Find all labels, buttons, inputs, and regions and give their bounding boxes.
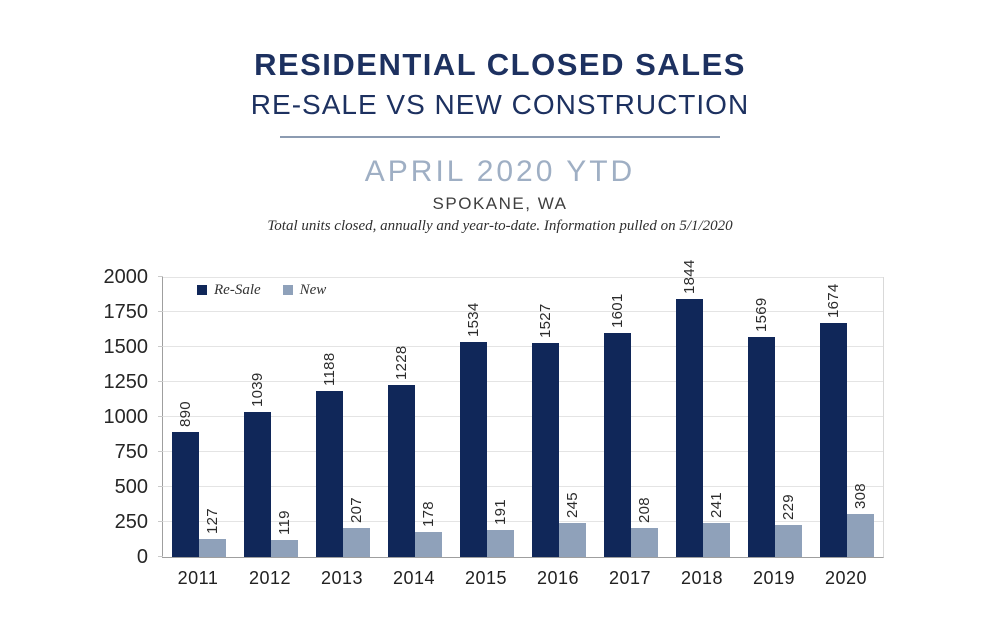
value-label-resale-2016: 1527 [536,303,554,339]
value-label-resale-2020: 1674 [824,283,842,318]
value-label-new-2013: 207 [347,497,365,524]
y-tick-750 [158,451,163,452]
title-divider [280,136,720,138]
bar-new-2011 [199,539,226,557]
value-label-resale-2012: 1039 [248,371,266,407]
page-subtitle: RE-SALE VS NEW CONSTRUCTION [250,89,750,120]
value-label-new-2011: 127 [203,508,221,535]
x-axis-label-2012: 2012 [248,568,292,588]
value-label-new-2012: 119 [275,510,293,536]
y-tick-1250 [158,381,163,382]
value-label-resale-2017: 1601 [608,293,626,328]
x-axis-label-2015: 2015 [464,568,508,588]
gridline-500 [163,486,883,487]
y-axis-label-750: 750 [114,441,148,463]
header: RESIDENTIAL CLOSED SALES RE-SALE VS NEW … [0,0,1000,236]
y-axis-label-0: 0 [136,546,148,568]
y-axis-label-1250: 1250 [103,371,149,393]
bar-resale-2018 [676,298,703,557]
value-label-new-2015: 191 [491,499,509,526]
x-axis-label-2013: 2013 [320,568,364,588]
new-swatch [282,285,293,295]
report-note: Total units closed, annually and year-to… [267,218,733,234]
bar-resale-2020 [820,322,847,557]
y-tick-1750 [158,311,163,312]
x-axis-label-2020: 2020 [824,568,868,588]
bar-resale-2012 [244,411,271,557]
y-axis-label-1750: 1750 [103,301,149,323]
report-location: SPOKANE, WA [432,194,568,213]
x-axis-label-2019: 2019 [752,568,796,588]
legend-item-new: New [282,282,327,298]
page-title: RESIDENTIAL CLOSED SALES [254,47,746,82]
bar-new-2014 [415,532,442,557]
value-label-resale-2015: 1534 [464,302,482,338]
bar-new-2016 [559,522,586,557]
bar-resale-2016 [532,343,559,557]
report-period: APRIL 2020 YTD [364,155,636,188]
value-label-new-2014: 178 [419,501,437,528]
y-tick-1500 [158,346,163,347]
value-label-new-2019: 229 [779,494,797,520]
bar-new-2013 [343,528,370,557]
bar-resale-2019 [748,337,775,557]
y-tick-1000 [158,416,163,417]
y-tick-0 [158,556,163,557]
chart-legend: Re-Sale New [197,282,326,298]
bar-new-2020 [847,513,874,557]
y-tick-250 [158,521,163,522]
bar-resale-2013 [316,390,343,557]
x-axis-label-2011: 2011 [177,568,219,588]
value-label-resale-2013: 1188 [320,352,338,386]
value-label-resale-2014: 1228 [392,345,410,381]
bar-new-2012 [271,540,298,557]
value-label-resale-2011: 890 [176,401,194,428]
value-label-new-2016: 245 [563,491,581,518]
value-label-resale-2019: 1569 [752,297,770,333]
bar-resale-2014 [388,385,415,557]
y-axis-label-1000: 1000 [103,406,149,428]
y-axis-label-2000: 2000 [103,266,149,288]
y-axis-label-1500: 1500 [103,336,149,358]
x-axis-label-2017: 2017 [608,568,652,588]
gridline-750 [163,451,883,452]
gridline-1000 [163,416,883,417]
bar-resale-2015 [460,342,487,557]
legend-label-resale: Re-Sale [214,282,261,298]
bar-new-2018 [703,523,730,557]
bar-new-2019 [775,524,802,557]
bar-new-2015 [487,530,514,557]
gridline-1250 [163,381,883,382]
y-axis-label-500: 500 [114,476,148,498]
gridline-250 [163,521,883,522]
y-tick-500 [158,486,163,487]
value-label-new-2020: 308 [851,482,869,509]
gridline-2000 [163,277,883,278]
x-axis-label-2018: 2018 [680,568,724,588]
bar-resale-2011 [172,432,199,557]
y-axis-label-250: 250 [114,511,148,533]
plot-area: Re-Sale New 890 1039 1188 1228 1534 1527 1601 1… [158,259,884,558]
gridline-1500 [163,346,883,347]
x-axis-label-2016: 2016 [536,568,580,588]
bar-new-2017 [631,527,658,557]
value-label-resale-2018: 1844 [680,259,698,294]
value-label-new-2018: 241 [707,492,725,519]
bar-resale-2017 [604,332,631,557]
gridline-1750 [163,311,883,312]
x-axis-label-2014: 2014 [392,568,436,588]
resale-swatch [197,285,207,295]
legend-item-resale: Re-Sale [197,282,261,298]
legend-label-new: New [299,282,327,298]
y-tick-2000 [158,276,163,277]
value-label-new-2017: 208 [635,496,653,523]
